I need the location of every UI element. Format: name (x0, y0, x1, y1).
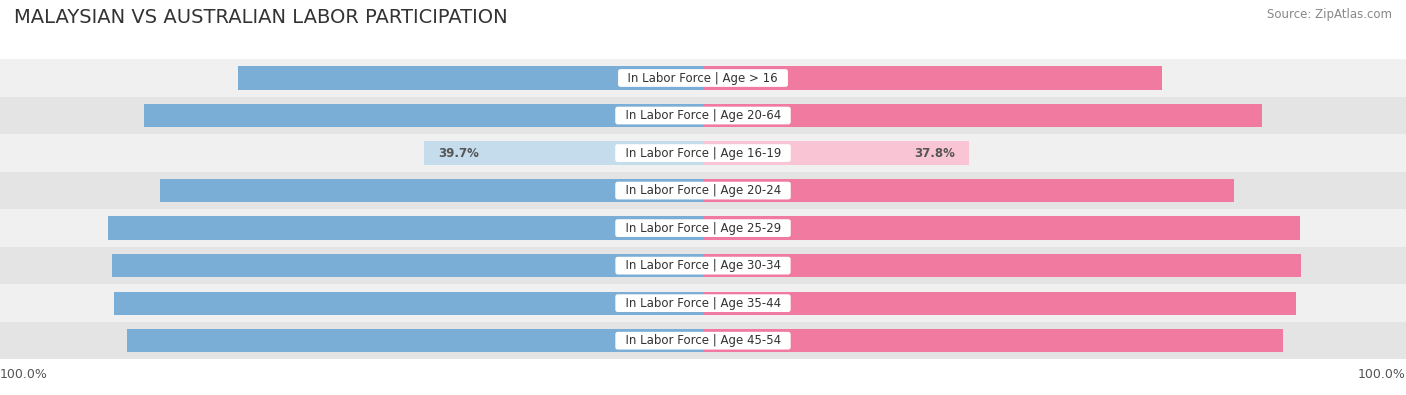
Text: In Labor Force | Age 45-54: In Labor Force | Age 45-54 (617, 334, 789, 347)
Text: 100.0%: 100.0% (0, 368, 48, 381)
Bar (0, 172, 1406, 209)
Text: In Labor Force | Age 16-19: In Labor Force | Age 16-19 (617, 147, 789, 160)
Bar (108, 216, 703, 240)
Bar (703, 329, 1282, 352)
Text: 39.7%: 39.7% (439, 147, 479, 160)
Bar (703, 292, 1296, 315)
Bar (0, 322, 1406, 359)
Bar (112, 254, 703, 277)
Bar (127, 329, 703, 352)
Bar (0, 247, 1406, 284)
Bar (703, 104, 1263, 127)
Text: 84.3%: 84.3% (717, 297, 758, 310)
Text: MALAYSIAN VS AUSTRALIAN LABOR PARTICIPATION: MALAYSIAN VS AUSTRALIAN LABOR PARTICIPAT… (14, 8, 508, 27)
Bar (0, 209, 1406, 247)
Text: In Labor Force | Age > 16: In Labor Force | Age > 16 (620, 71, 786, 85)
Text: In Labor Force | Age 25-29: In Labor Force | Age 25-29 (617, 222, 789, 235)
Text: 84.1%: 84.1% (648, 259, 689, 272)
Text: 75.5%: 75.5% (717, 184, 758, 197)
Text: 77.2%: 77.2% (648, 184, 689, 197)
Bar (703, 141, 969, 165)
Text: In Labor Force | Age 30-34: In Labor Force | Age 30-34 (617, 259, 789, 272)
Text: 65.3%: 65.3% (717, 71, 758, 85)
Text: In Labor Force | Age 20-24: In Labor Force | Age 20-24 (617, 184, 789, 197)
Text: 37.8%: 37.8% (914, 147, 955, 160)
Bar (0, 284, 1406, 322)
Bar (145, 104, 703, 127)
Text: 79.5%: 79.5% (717, 109, 758, 122)
Text: 84.9%: 84.9% (717, 222, 758, 235)
Bar (703, 254, 1301, 277)
Text: 83.8%: 83.8% (648, 297, 689, 310)
Text: 82.0%: 82.0% (648, 334, 689, 347)
Bar (0, 134, 1406, 172)
Bar (703, 179, 1234, 202)
Bar (239, 66, 703, 90)
Bar (703, 216, 1301, 240)
Text: 82.5%: 82.5% (717, 334, 758, 347)
Text: 79.5%: 79.5% (648, 109, 689, 122)
Text: 66.1%: 66.1% (648, 71, 689, 85)
Text: In Labor Force | Age 20-64: In Labor Force | Age 20-64 (617, 109, 789, 122)
Bar (0, 59, 1406, 97)
Bar (425, 141, 703, 165)
Text: Source: ZipAtlas.com: Source: ZipAtlas.com (1267, 8, 1392, 21)
Text: 100.0%: 100.0% (1358, 368, 1406, 381)
Text: 85.0%: 85.0% (717, 259, 758, 272)
Bar (0, 97, 1406, 134)
Bar (160, 179, 703, 202)
Text: In Labor Force | Age 35-44: In Labor Force | Age 35-44 (617, 297, 789, 310)
Bar (703, 66, 1161, 90)
Text: 84.6%: 84.6% (648, 222, 689, 235)
Bar (114, 292, 703, 315)
